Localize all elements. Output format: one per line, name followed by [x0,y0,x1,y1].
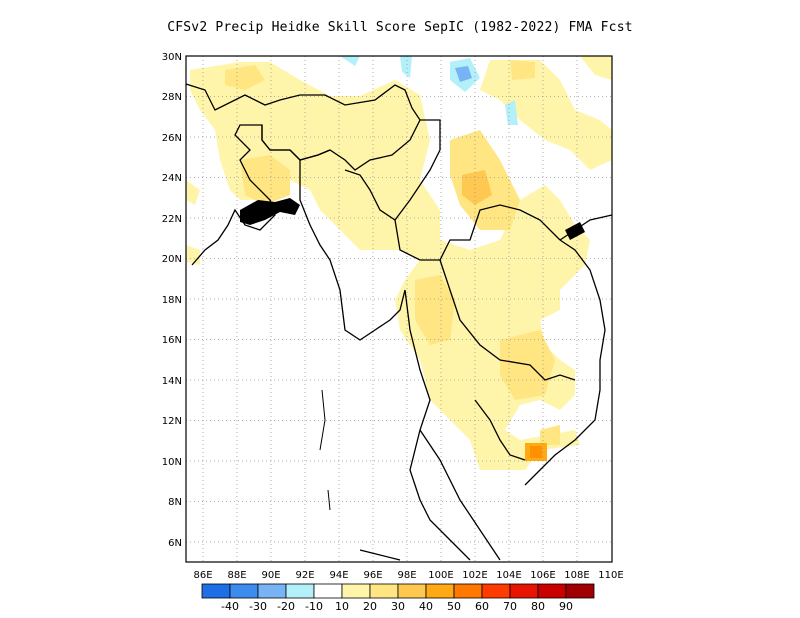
nicobar-islands [327,489,331,511]
colorbar-swatch [453,583,483,599]
coastlines-borders [185,83,613,561]
shading-20-30-f [510,60,535,80]
colorbar-swatch [397,583,427,599]
skill-shading [186,56,612,470]
lon-tick-label: 108E [564,570,589,581]
lon-tick-label: 100E [428,570,453,581]
colorbar-label: 90 [559,600,573,613]
lon-tick-label: 104E [496,570,521,581]
colorbar-swatch [257,583,287,599]
red-river-delta [565,222,585,240]
shading-10-20-ne [580,56,612,80]
lat-tick-label: 8N [168,497,182,508]
lat-tick-label: 12N [162,416,182,427]
lat-tick-label: 10N [162,457,182,468]
colorbar-swatch [481,583,511,599]
shading-neg-20-a [455,66,472,82]
colorbar-swatch [229,583,259,599]
map-frame [185,55,613,563]
laos-border [394,204,561,261]
malay-peninsula [419,429,501,561]
map-title: CFSv2 Precip Heidke Skill Score SepIC (1… [167,20,633,35]
colorbar-label: 10 [335,600,349,613]
vietnam-coast [524,239,606,486]
ganges-delta [240,198,300,225]
colorbar-swatch [201,583,231,599]
shading-30-40 [462,170,492,205]
myanmar-border-n [344,119,441,221]
colorbar-swatch [565,583,595,599]
lon-tick-label: 90E [261,570,280,581]
shading-20-30-a [225,65,265,90]
thai-peninsula-w [404,289,471,561]
colorbar-swatch [313,583,343,599]
shading-neg-10-b [400,56,412,78]
sumatra-tip [359,549,401,561]
lat-tick-label: 20N [162,254,182,265]
colorbar-label: -40 [221,600,239,613]
lon-tick-label: 106E [530,570,555,581]
shading-20-30-g [540,425,560,445]
lat-tick-labels: 30N 28N 26N 24N 22N 20N 18N 16N 14N 12N … [162,52,182,549]
lat-tick-label: 28N [162,92,182,103]
bangladesh-border [261,125,331,161]
map-grid [186,56,612,562]
thai-cambodia [439,259,576,381]
lat-tick-label: 26N [162,133,182,144]
colorbar-label: -20 [277,600,295,613]
colorbar-label: 20 [363,600,377,613]
shading-50-60 [530,446,542,458]
colorbar-swatch [341,583,371,599]
shading-10-20-w2 [186,180,200,205]
colorbar-swatch [537,583,567,599]
gulf-thailand [474,399,526,461]
colorbar-labels: -40 -30 -20 -10 10 20 30 40 50 60 70 80 … [221,600,573,613]
lon-tick-label: 96E [363,570,382,581]
lon-tick-label: 98E [397,570,416,581]
shading-10-20-main [190,62,590,470]
lon-tick-label: 94E [329,570,348,581]
lon-tick-labels: 86E 88E 90E 92E 94E 96E 98E 100E 102E 10… [193,570,623,581]
colorbar-label: 40 [419,600,433,613]
colorbar-swatch [285,583,315,599]
shading-neg-10-c [505,100,518,125]
colorbar-label: -10 [305,600,323,613]
myanmar-coast [299,160,406,341]
lat-tick-label: 6N [168,538,182,549]
colorbar-label: 50 [447,600,461,613]
colorbar-swatch [369,583,399,599]
shading-10-20-east [480,60,612,170]
lon-tick-label: 88E [227,570,246,581]
lat-tick-label: 24N [162,173,182,184]
lat-tick-label: 14N [162,376,182,387]
shading-20-30-b [240,155,290,205]
colorbar [201,583,595,599]
shading-10-20-w [186,245,200,265]
lat-tick-label: 16N [162,335,182,346]
colorbar-label: -30 [249,600,267,613]
andaman-islands [319,389,326,451]
colorbar-swatch [509,583,539,599]
lon-tick-label: 92E [295,570,314,581]
lon-tick-label: 102E [462,570,487,581]
shading-neg-10-d [340,56,360,66]
lat-tick-label: 22N [162,214,182,225]
colorbar-label: 60 [475,600,489,613]
lon-tick-label: 86E [193,570,212,581]
colorbar-label: 30 [391,600,405,613]
lat-tick-label: 30N [162,52,182,63]
lat-tick-label: 18N [162,295,182,306]
lon-tick-label: 110E [598,570,623,581]
colorbar-label: 70 [503,600,517,613]
colorbar-label: 80 [531,600,545,613]
colorbar-swatch [425,583,455,599]
shading-20-30-d [415,275,455,345]
